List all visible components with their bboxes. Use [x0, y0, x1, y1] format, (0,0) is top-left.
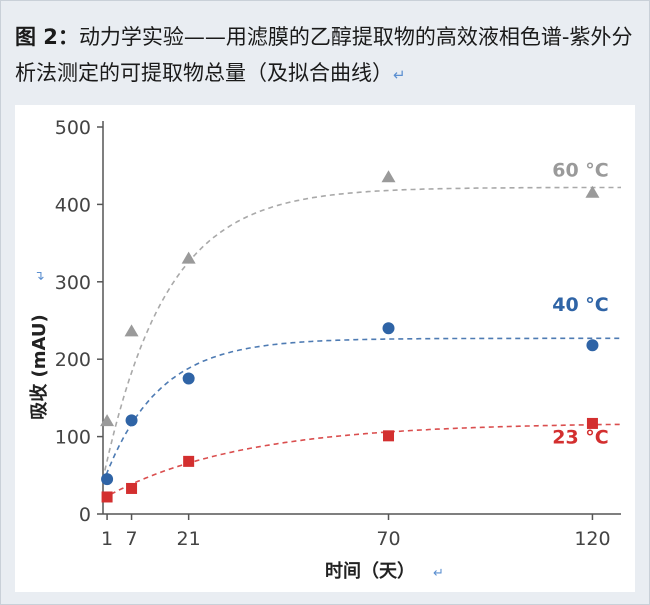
fit-curve [102, 423, 622, 500]
series-labels: 60 °C 40 °C 23 °C [552, 160, 609, 449]
x-tick-label: 21 [177, 528, 201, 550]
figure-caption: 图 2：动力学实验——用滤膜的乙醇提取物的高效液相色谱-紫外分析法测定的可提取物… [15, 19, 635, 93]
x-tick-label: 7 [126, 528, 138, 550]
series-label: 23 °C [552, 427, 609, 449]
return-mark-icon: ↵ [393, 66, 406, 84]
kinetics-chart: 0 100 200 300 400 500 1 7 21 70 120 60 °C 40 °C 23 … [28, 117, 622, 582]
square-marker [101, 491, 113, 503]
square-marker [586, 417, 598, 429]
caption-text: 动力学实验——用滤膜的乙醇提取物的高效液相色谱-紫外分析法测定的可提取物总量（及… [15, 25, 633, 85]
square-marker [383, 430, 395, 442]
square-marker [126, 482, 138, 494]
square-marker [183, 455, 195, 467]
y-axis: 0 100 200 300 400 500 [55, 117, 104, 526]
triangle-marker [585, 185, 600, 198]
circle-marker [586, 339, 599, 352]
y-tick-label: 100 [55, 427, 91, 449]
y-tick-label: 500 [55, 117, 91, 139]
circle-marker [382, 322, 395, 335]
circle-marker [182, 372, 195, 385]
data-points [100, 170, 600, 503]
ylabel-return-mark-icon: ↵ [34, 270, 49, 281]
fit-curves [102, 186, 622, 500]
x-tick-label: 120 [574, 528, 610, 550]
triangle-marker [124, 324, 139, 337]
figure-label: 图 2： [15, 25, 79, 49]
plot-panel: 0 100 200 300 400 500 1 7 21 70 120 60 °C 40 °C 23 … [15, 105, 635, 592]
triangle-marker [381, 170, 396, 183]
y-tick-label: 400 [55, 194, 91, 216]
x-tick-label: 70 [376, 528, 400, 550]
xlabel-return-mark-icon: ↵ [433, 566, 444, 581]
y-tick-label: 200 [55, 349, 91, 371]
y-tick-label: 300 [55, 272, 91, 294]
x-tick-label: 1 [101, 528, 113, 550]
fit-curve [102, 337, 621, 484]
y-axis-title: 吸收 (mAU) [28, 314, 50, 419]
x-axis: 1 7 21 70 120 [101, 513, 621, 550]
series-label: 60 °C [552, 160, 609, 182]
circle-marker [125, 414, 138, 427]
triangle-marker [100, 414, 115, 427]
x-axis-title: 时间（天） [325, 561, 415, 582]
y-tick-label: 0 [79, 504, 91, 526]
fit-curve [102, 186, 622, 480]
circle-marker [101, 473, 114, 486]
series-label: 40 °C [552, 294, 609, 316]
triangle-marker [181, 251, 196, 264]
